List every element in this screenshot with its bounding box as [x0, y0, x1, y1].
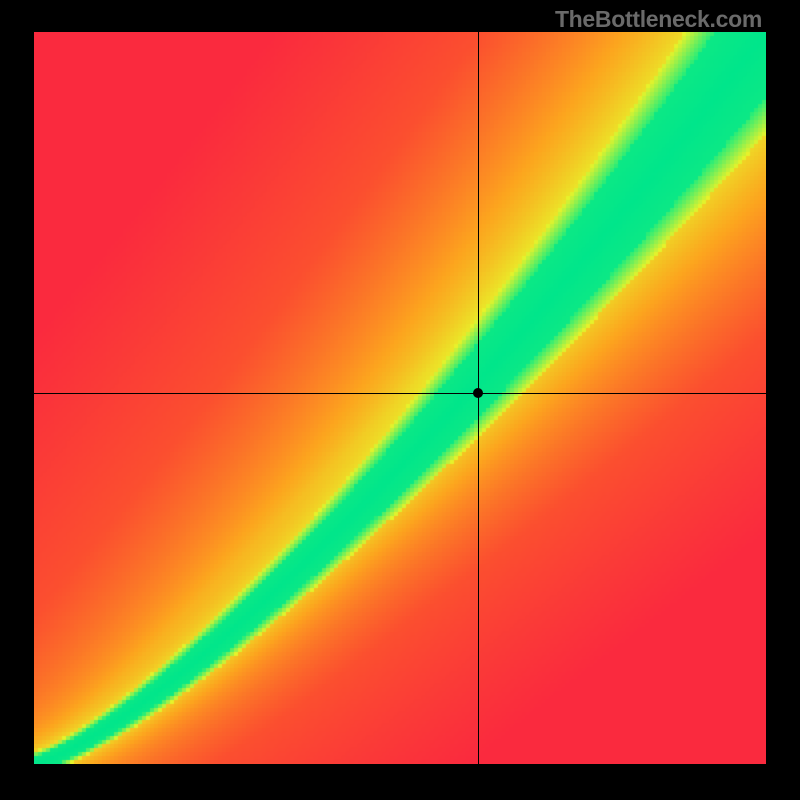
crosshair-vertical — [478, 32, 479, 764]
heatmap-canvas — [34, 32, 766, 764]
crosshair-marker — [473, 388, 483, 398]
bottleneck-heatmap — [34, 32, 766, 764]
watermark-text: TheBottleneck.com — [555, 6, 762, 33]
crosshair-horizontal — [34, 393, 766, 394]
